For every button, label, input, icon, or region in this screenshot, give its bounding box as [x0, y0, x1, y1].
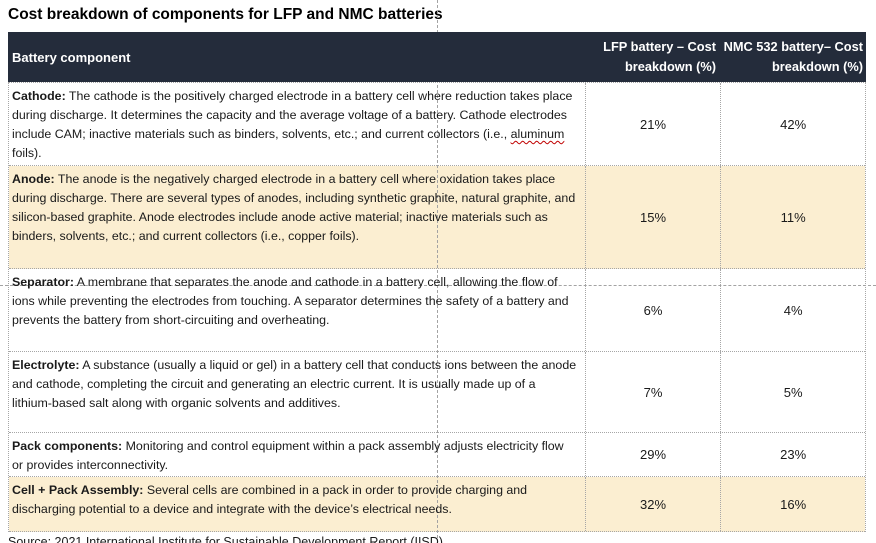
nmc-cost-cell: 23% — [720, 433, 865, 476]
component-description-cell: Anode: The anode is the negatively charg… — [9, 166, 585, 268]
nmc-cost-value: 11% — [780, 209, 806, 225]
nmc-cost-cell: 42% — [720, 83, 865, 165]
lfp-cost-value: 21% — [639, 116, 667, 132]
lfp-cost-value: 7% — [643, 384, 663, 400]
table-body: Cathode: The cathode is the positively c… — [8, 82, 866, 532]
lfp-cost-value: 29% — [639, 447, 667, 462]
cost-breakdown-table: Battery component LFP battery – Cost bre… — [8, 32, 866, 532]
component-term: Electrolyte: — [12, 358, 80, 372]
lfp-cost-cell: 15% — [584, 166, 721, 268]
lfp-cost-value: 15% — [639, 209, 667, 225]
nmc-cost-value: 4% — [783, 302, 803, 318]
table-header-row: Battery component LFP battery – Cost bre… — [8, 32, 866, 82]
nmc-cost-value: 23% — [780, 447, 807, 462]
lfp-cost-value: 32% — [639, 496, 667, 512]
component-term: Pack components: — [12, 439, 123, 453]
horizontal-guide-line — [0, 285, 876, 286]
component-description-cell: Separator: A membrane that separates the… — [9, 269, 585, 351]
component-term: Anode: — [12, 172, 55, 186]
column-header-battery-component: Battery component — [12, 49, 131, 65]
nmc-cost-cell: 16% — [720, 477, 865, 531]
component-description-text: Separator: A membrane that separates the… — [12, 275, 569, 327]
component-description-text: Cathode: The cathode is the positively c… — [12, 89, 573, 160]
lfp-cost-cell: 21% — [584, 83, 721, 165]
nmc-cost-cell: 4% — [720, 269, 865, 351]
component-description-text: Pack components: Monitoring and control … — [12, 439, 564, 472]
page-title: Cost breakdown of components for LFP and… — [8, 6, 443, 23]
lfp-cost-cell: 6% — [584, 269, 721, 351]
lfp-cost-cell: 29% — [584, 433, 721, 476]
component-term: Cathode: — [12, 89, 66, 103]
nmc-cost-value: 42% — [780, 116, 807, 132]
vertical-guide-line — [437, 0, 438, 543]
nmc-cost-value: 16% — [780, 496, 807, 512]
lfp-cost-cell: 32% — [584, 477, 721, 531]
component-term: Cell + Pack Assembly: — [12, 483, 144, 497]
nmc-cost-cell: 5% — [720, 352, 865, 432]
component-description-text: Cell + Pack Assembly: Several cells are … — [12, 483, 528, 516]
component-description-cell: Pack components: Monitoring and control … — [9, 433, 585, 476]
component-description-cell: Cathode: The cathode is the positively c… — [9, 83, 585, 165]
component-description-text: Anode: The anode is the negatively charg… — [12, 172, 576, 243]
nmc-cost-cell: 11% — [720, 166, 865, 268]
lfp-cost-value: 6% — [643, 302, 663, 318]
misspelled-word: aluminum — [510, 127, 565, 141]
column-header-lfp-cost: LFP battery – Cost breakdown (%) — [603, 39, 716, 74]
component-description-cell: Electrolyte: A substance (usually a liqu… — [9, 352, 585, 432]
component-description-cell: Cell + Pack Assembly: Several cells are … — [9, 477, 585, 531]
nmc-cost-value: 5% — [783, 384, 803, 400]
column-header-nmc-cost: NMC 532 battery– Cost breakdown (%) — [723, 39, 863, 74]
lfp-cost-cell: 7% — [584, 352, 721, 432]
source-note: Source: 2021 International Institute for… — [8, 535, 443, 543]
component-term: Separator: — [12, 275, 74, 289]
component-description-text: Electrolyte: A substance (usually a liqu… — [12, 358, 577, 410]
